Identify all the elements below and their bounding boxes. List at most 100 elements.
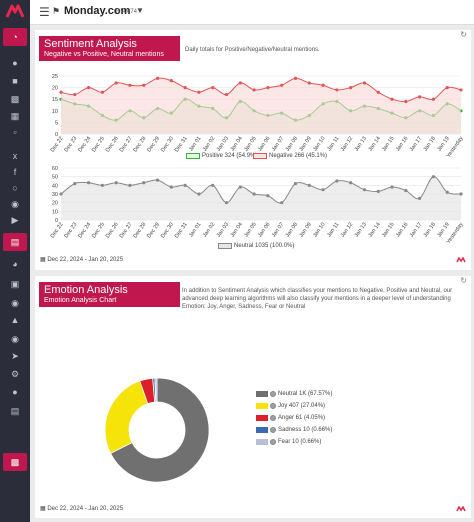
- legend-positive-swatch: [186, 153, 200, 159]
- legend-item[interactable]: Joy 407 (27.04%): [256, 403, 325, 409]
- sidebar-item-book[interactable]: ▣: [10, 278, 20, 289]
- x-tick-label: Dec 22: [50, 222, 65, 240]
- y-tick-label: 15: [52, 97, 58, 103]
- legend-item[interactable]: Sadness 10 (0.66%): [256, 427, 332, 433]
- data-point: [169, 79, 173, 83]
- legend-negative-label: Negative 266 (45.1%): [269, 153, 328, 159]
- sidebar-item-settings[interactable]: ⚙: [10, 368, 20, 379]
- data-point: [183, 183, 187, 187]
- emotion-description: In addition to Sentiment Analysis which …: [182, 288, 453, 310]
- x-tick-label: Jan 01: [188, 136, 202, 153]
- refresh-icon[interactable]: ↻: [460, 276, 467, 285]
- x-tick-label: Jan 09: [299, 222, 313, 239]
- data-point: [431, 97, 436, 101]
- data-point: [418, 95, 422, 99]
- y-tick-label: 10: [52, 209, 58, 215]
- data-point: [155, 76, 160, 80]
- data-point: [73, 92, 77, 97]
- x-tick-label: Jan 03: [216, 136, 230, 153]
- sidebar-item-archive[interactable]: ▤: [10, 405, 20, 416]
- sidebar-item-document[interactable]: ▤: [3, 233, 27, 251]
- data-point: [86, 86, 91, 90]
- x-tick-label: Dec 27: [119, 222, 134, 240]
- x-tick-label: Jan 15: [381, 136, 395, 153]
- sidebar-item-dashboard[interactable]: ◔: [3, 28, 27, 46]
- x-tick-label: Dec 30: [160, 222, 175, 240]
- sidebar-item-reports[interactable]: ▦: [10, 110, 20, 121]
- emotion-face-icon: [270, 403, 276, 409]
- x-tick-label: Jan 13: [354, 136, 368, 153]
- x-tick-label: Jan 13: [354, 222, 368, 239]
- sidebar-item-pie[interactable]: ◕: [12, 259, 18, 269]
- sidebar-item-user[interactable]: ●: [12, 387, 18, 397]
- legend-item[interactable]: Fear 10 (0.66%): [256, 439, 321, 445]
- x-tick-label: Jan 11: [326, 136, 340, 153]
- legend-swatch: [256, 403, 268, 409]
- data-point: [445, 86, 449, 90]
- sentiment-title: Sentiment Analysis: [44, 38, 137, 50]
- data-point: [252, 192, 256, 196]
- sentiment-subtitle: Negative vs Positive, Neutral mentions: [44, 51, 164, 58]
- x-tick-label: Jan 12: [340, 222, 354, 239]
- sidebar-item-instagram[interactable]: ○: [12, 183, 18, 193]
- x-tick-label: Dec 30: [160, 136, 175, 154]
- x-tick-label: Jan 02: [202, 222, 216, 239]
- emotion-face-icon: [270, 427, 276, 433]
- sidebar-item-send[interactable]: ➤: [11, 350, 19, 361]
- legend-neutral-swatch: [218, 243, 232, 249]
- data-point: [321, 188, 325, 192]
- legend-negative[interactable]: Negative 266 (45.1%): [253, 153, 327, 159]
- x-tick-label: Dec 24: [77, 136, 92, 154]
- x-tick-label: Dec 26: [105, 136, 120, 154]
- data-point: [86, 181, 91, 185]
- sidebar-item-sources[interactable]: ▫: [13, 127, 17, 137]
- sidebar-item-youtube[interactable]: ▶: [11, 214, 19, 225]
- data-point: [114, 181, 118, 185]
- data-point: [431, 175, 436, 179]
- x-tick-label: Dec 29: [146, 222, 161, 240]
- emotion-title: Emotion Analysis: [44, 284, 128, 296]
- sidebar-item-analytics[interactable]: ■: [12, 76, 18, 86]
- sidebar-item-users[interactable]: ◉: [11, 297, 19, 308]
- data-point: [307, 183, 311, 187]
- emotion-face-icon: [270, 439, 276, 445]
- data-point: [390, 97, 394, 101]
- x-tick-label: Jan 05: [243, 136, 257, 153]
- sidebar-item-tags[interactable]: ▲: [10, 315, 20, 325]
- sidebar-item-globe[interactable]: ◉: [11, 333, 19, 344]
- sidebar-item-twitter[interactable]: x: [12, 151, 18, 161]
- emotion-date-text: Dec 22, 2024 - Jan 20, 2025: [47, 506, 124, 512]
- legend-neutral[interactable]: Neutral 1035 (100.0%): [218, 243, 294, 249]
- data-point: [321, 83, 325, 87]
- legend-label: Sadness 10 (0.66%): [278, 427, 333, 433]
- sidebar-item-chat[interactable]: ▩: [3, 453, 27, 471]
- legend-positive[interactable]: Positive 324 (54.9%): [186, 153, 257, 159]
- data-point: [362, 81, 367, 85]
- chevron-down-icon[interactable]: ▼: [136, 6, 144, 15]
- sidebar-item-comments[interactable]: ▩: [10, 93, 20, 104]
- data-point: [197, 192, 201, 196]
- data-point: [459, 88, 463, 92]
- sidebar-item-facebook[interactable]: f: [13, 167, 17, 177]
- data-point: [211, 183, 215, 187]
- legend-item[interactable]: Neutral 1K (67.57%): [256, 391, 332, 397]
- sentiment-header: Sentiment Analysis Negative vs Positive,…: [39, 36, 180, 61]
- x-tick-label: Jan 12: [340, 136, 354, 153]
- app-logo-icon[interactable]: [5, 3, 25, 19]
- refresh-icon[interactable]: ↻: [460, 30, 467, 39]
- x-tick-label: Dec 28: [132, 222, 147, 240]
- menu-icon[interactable]: ☰: [39, 5, 50, 19]
- data-point: [211, 86, 215, 90]
- y-tick-label: 10: [52, 109, 58, 115]
- sidebar-item-web[interactable]: ◉: [11, 198, 19, 209]
- x-tick-label: Dec 31: [174, 222, 189, 240]
- data-point: [252, 88, 256, 92]
- emotion-face-icon: [270, 391, 276, 397]
- data-point: [459, 192, 463, 196]
- project-name[interactable]: Monday.com: [64, 5, 131, 17]
- y-tick-label: 25: [52, 74, 58, 80]
- sidebar-item-stats[interactable]: ●: [12, 58, 18, 68]
- legend-item[interactable]: Anger 61 (4.05%): [256, 415, 325, 421]
- pie-slice: [154, 377, 158, 403]
